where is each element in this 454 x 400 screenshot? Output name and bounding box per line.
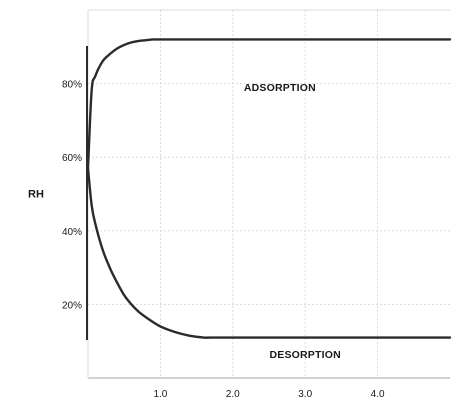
y-tick-label: 40%: [62, 227, 82, 238]
y-tick-label: 80%: [62, 80, 82, 91]
y-axis-title: RH: [28, 189, 44, 201]
grid: [88, 10, 450, 378]
desorption-label: DESORPTION: [269, 349, 340, 361]
y-tick-label: 60%: [62, 153, 82, 164]
y-tick-label: 20%: [62, 300, 82, 311]
adsorption-label: ADSORPTION: [244, 82, 316, 94]
x-tick-label: 4.0: [371, 389, 385, 400]
series-adsorption-line: [86, 38, 452, 170]
plot-frame: [86, 9, 450, 379]
series-group: [86, 38, 452, 339]
x-tick-label: 3.0: [298, 389, 312, 400]
x-tick-label: 1.0: [153, 389, 167, 400]
x-tick-label: 2.0: [226, 389, 240, 400]
labels: ADSORPTION DESORPTION 20% 40% 60% 80% 1.0 2.0 3.…: [28, 80, 385, 400]
series-desorption-line: [86, 167, 452, 339]
